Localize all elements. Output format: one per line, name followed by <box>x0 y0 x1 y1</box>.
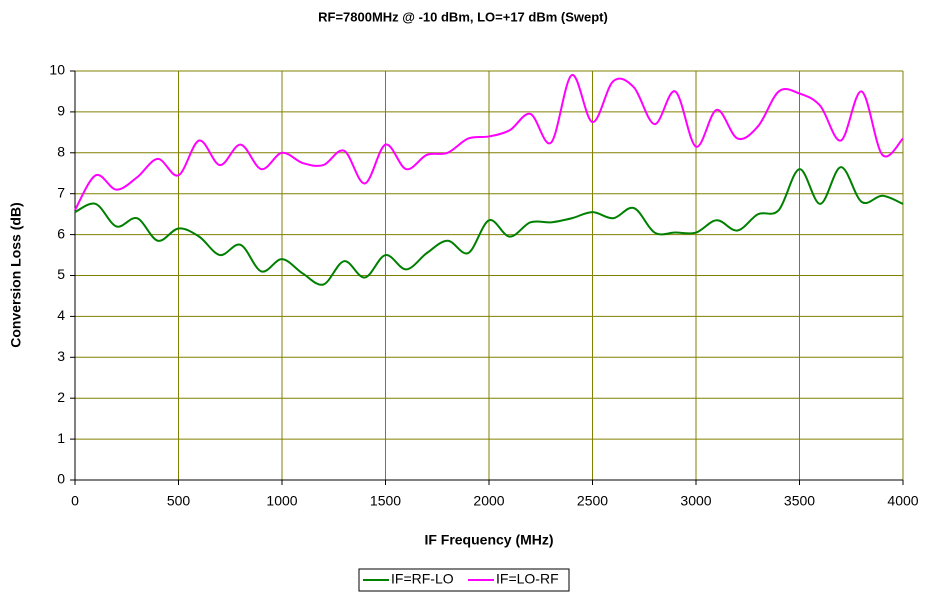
x-tick-label: 3500 <box>784 493 815 509</box>
y-tick-label: 8 <box>57 144 65 160</box>
series-line <box>74 74 904 211</box>
x-tick-label: 3000 <box>680 493 711 509</box>
y-axis-label: Conversion Loss (dB) <box>8 202 24 347</box>
x-tick-label: 1500 <box>370 493 401 509</box>
legend-box <box>358 568 570 592</box>
x-tick-label: 4000 <box>887 493 918 509</box>
x-tick-label: 2000 <box>473 493 504 509</box>
y-tick-label: 4 <box>57 307 65 323</box>
y-tick-label: 5 <box>57 266 65 282</box>
y-tick-label: 10 <box>49 62 65 78</box>
y-tick-label: 2 <box>57 389 65 405</box>
y-tick-label: 1 <box>57 430 65 446</box>
y-tick-label: 0 <box>57 471 65 487</box>
x-tick-label: 1000 <box>266 493 297 509</box>
x-tick-label: 0 <box>71 493 79 509</box>
x-tick-label: 500 <box>167 493 191 509</box>
chart-title: RF=7800MHz @ -10 dBm, LO=+17 dBm (Swept) <box>318 9 608 24</box>
y-tick-label: 9 <box>57 103 65 119</box>
legend-label: IF=LO-RF <box>496 571 559 587</box>
series-line <box>74 166 904 286</box>
y-tick-label: 3 <box>57 348 65 364</box>
legend-label: IF=RF-LO <box>391 571 454 587</box>
y-tick-label: 7 <box>57 184 65 200</box>
x-tick-label: 2500 <box>577 493 608 509</box>
x-axis-label: IF Frequency (MHz) <box>424 532 553 548</box>
y-tick-label: 6 <box>57 225 65 241</box>
